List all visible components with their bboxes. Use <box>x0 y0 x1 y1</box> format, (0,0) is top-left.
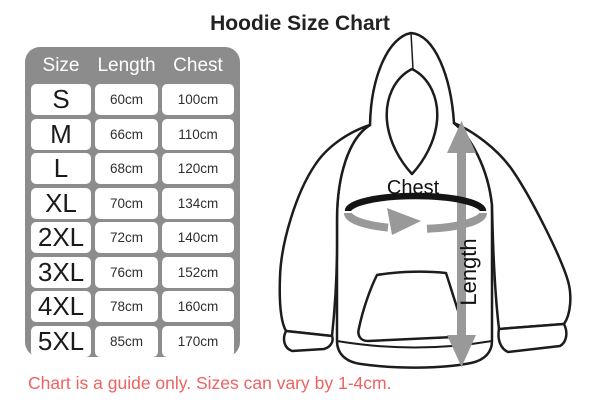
length-value: 85cm <box>95 325 158 357</box>
disclaimer-note: Chart is a guide only. Sizes can vary by… <box>28 373 392 393</box>
hoodie-left-cuff <box>282 329 334 353</box>
size-table: Size Length Chest S 60cm 100cm M 66cm 11… <box>25 47 240 357</box>
chest-loop-front-left-arc <box>344 212 389 232</box>
hoodie-measurement-diagram: Chest Length <box>278 31 572 369</box>
chest-label: Chest <box>387 177 440 199</box>
chest-value: 170cm <box>162 325 234 357</box>
chest-arrow-icon <box>387 208 421 235</box>
waistband-seam <box>336 340 493 349</box>
chest-value: 140cm <box>162 222 234 253</box>
chest-value: 152cm <box>162 256 234 288</box>
column-header-size: Size <box>42 54 80 76</box>
column-header-length: Length <box>97 54 156 76</box>
size-label: 3XL <box>31 256 91 288</box>
chest-value: 160cm <box>162 291 234 322</box>
chest-loop-back-arc <box>344 192 487 212</box>
chest-value: 100cm <box>162 84 234 115</box>
chest-value: 120cm <box>162 153 234 184</box>
size-table-header: Size Length Chest <box>31 47 234 84</box>
hoodie-right-cuff <box>497 322 568 354</box>
length-value: 70cm <box>95 187 158 219</box>
length-value: 68cm <box>95 153 158 184</box>
size-label: 5XL <box>31 325 91 357</box>
size-label: S <box>31 84 91 115</box>
chest-value: 134cm <box>162 187 234 219</box>
page-title: Hoodie Size Chart <box>210 12 390 35</box>
hoodie-right-sleeve <box>452 121 572 331</box>
length-value: 78cm <box>95 291 158 322</box>
length-value: 60cm <box>95 84 158 115</box>
length-value: 66cm <box>95 118 158 150</box>
chest-value: 110cm <box>162 118 234 150</box>
size-table-body: S 60cm 100cm M 66cm 110cm L 68cm 120cm X… <box>31 84 234 357</box>
length-value: 76cm <box>95 256 158 288</box>
size-label: 2XL <box>31 222 91 253</box>
length-arrow-icon <box>447 121 476 367</box>
hood-seam-line <box>410 32 414 70</box>
size-label: XL <box>31 187 91 219</box>
kangaroo-pocket <box>357 270 465 343</box>
size-label: 4XL <box>31 291 91 322</box>
length-value: 72cm <box>95 222 158 253</box>
column-header-chest: Chest <box>173 54 223 76</box>
length-label: Length <box>456 238 481 305</box>
chest-loop-front-right-arc <box>426 212 488 233</box>
hoodie-left-sleeve <box>278 123 372 338</box>
size-label: L <box>31 153 91 184</box>
size-label: M <box>31 118 91 150</box>
hood-face-opening <box>385 67 439 176</box>
